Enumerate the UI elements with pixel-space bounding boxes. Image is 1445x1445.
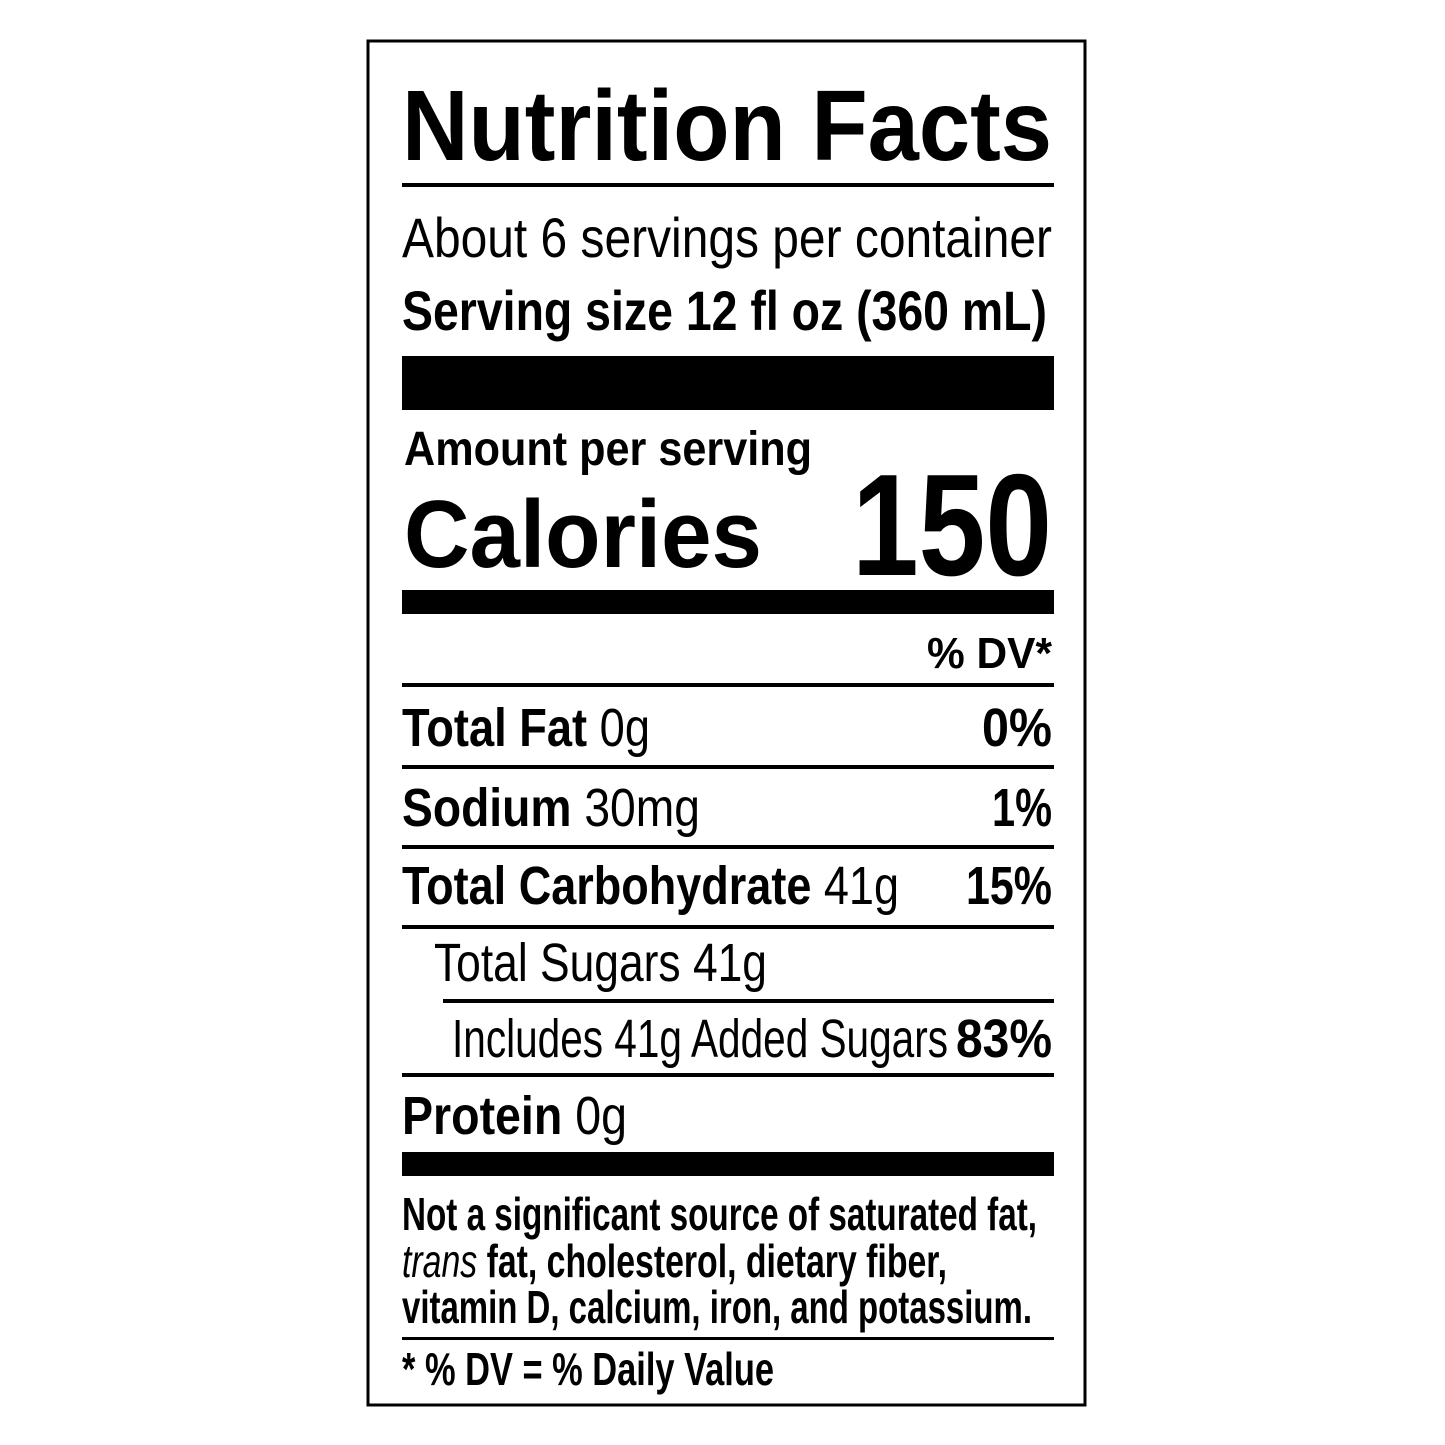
- amount-per-serving: Amount per serving: [404, 423, 812, 476]
- rule: [402, 845, 1054, 849]
- nutrient-amount: 41g: [824, 856, 899, 916]
- nutrient-row: Protein 0g: [402, 1086, 627, 1146]
- servings: About 6 servings per container: [402, 206, 1052, 269]
- nutrient-dv: 83%: [956, 1009, 1052, 1069]
- rule: [402, 1337, 1054, 1340]
- nutrient-row: Sodium 30mg: [402, 778, 700, 838]
- nutrient-amount: 0g: [575, 1086, 627, 1146]
- rule: [402, 765, 1054, 769]
- serving-size-label: Serving size: [402, 279, 673, 342]
- medium-rule: [402, 590, 1054, 614]
- footnote-italic: trans: [402, 1235, 477, 1287]
- rule: [402, 183, 1054, 187]
- dv-header: % DV*: [927, 629, 1053, 678]
- nutrient-name: Total Carbohydrate: [402, 856, 811, 916]
- dv-note: * % DV = % Daily Value: [402, 1343, 774, 1395]
- thick-rule: [402, 356, 1054, 410]
- nutrient-name: Total Fat: [402, 698, 587, 758]
- nutrient-amount: 41g: [693, 933, 767, 993]
- label-border: [366, 39, 1087, 1407]
- rule: [402, 925, 1054, 929]
- nutrient-name: Sodium: [402, 778, 571, 838]
- footnote-line: trans fat, cholesterol, dietary fiber,: [402, 1235, 947, 1287]
- calories-label: Calories: [404, 481, 762, 588]
- nutrient-amount: 0g: [600, 698, 650, 758]
- serving-size: Serving size 12 fl oz (360 mL): [402, 279, 1047, 342]
- rule: [402, 1073, 1054, 1077]
- title: Nutrition Facts: [402, 70, 1052, 182]
- calories-value: 150: [852, 444, 1052, 606]
- nutrient-row: Total Carbohydrate 41g: [402, 856, 899, 916]
- medium-rule: [402, 1152, 1054, 1176]
- nutrient-amount: 30mg: [584, 778, 700, 838]
- nutrient-dv: 0%: [982, 698, 1052, 758]
- serving-size-value: 12 fl oz (360 mL): [686, 279, 1047, 342]
- nutrient-row: Total Sugars 41g: [434, 933, 767, 993]
- footnote-line: vitamin D, calcium, iron, and potassium.: [402, 1281, 1032, 1333]
- nutrient-name: Total Sugars: [434, 933, 681, 993]
- footnote-text: fat, cholesterol, dietary fiber,: [487, 1235, 947, 1287]
- rule: [402, 683, 1054, 687]
- nutrient-name: Protein: [402, 1086, 562, 1146]
- nutrient-row: Total Fat 0g: [402, 698, 650, 758]
- nutrient-name: Includes 41g Added Sugars: [452, 1009, 948, 1069]
- footnote-line: Not a significant source of saturated fa…: [402, 1188, 1037, 1240]
- rule: [443, 999, 1054, 1003]
- nutrient-dv: 1%: [992, 778, 1052, 838]
- nutrient-dv: 15%: [966, 856, 1052, 916]
